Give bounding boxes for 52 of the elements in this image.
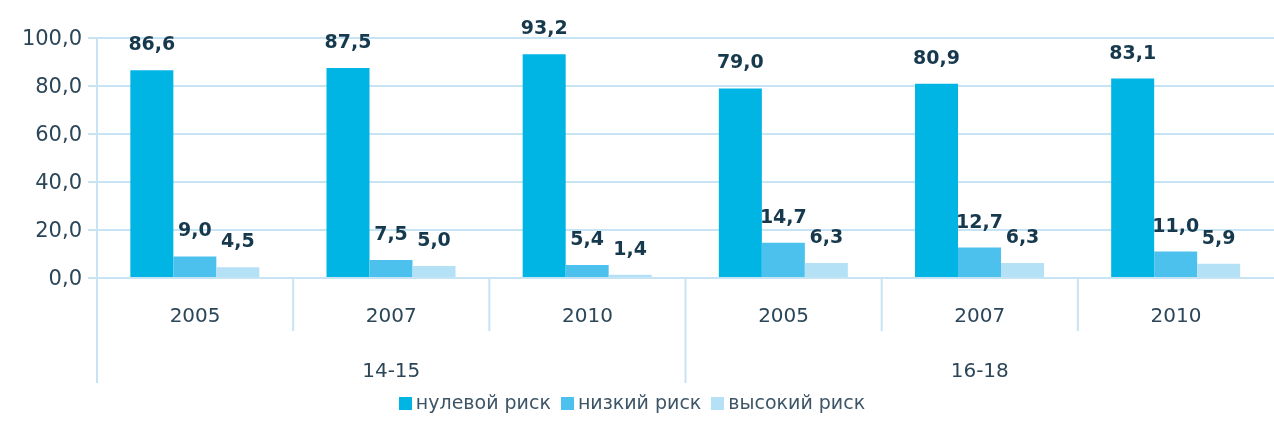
x-tick-label: 2010 <box>1150 303 1202 327</box>
x-tick-label: 2007 <box>365 303 417 327</box>
x-tick-label: 2007 <box>954 303 1006 327</box>
data-label: 80,9 <box>913 45 960 68</box>
bar <box>369 260 413 278</box>
text: 16-18 <box>950 358 1009 382</box>
data-label: 5,9 <box>1201 225 1236 248</box>
bar <box>718 88 762 278</box>
y-tick-label: 20,0 <box>35 218 82 243</box>
bar <box>326 68 370 278</box>
data-label: 11,0 <box>1152 213 1200 236</box>
data-label: 83,1 <box>1109 40 1157 63</box>
y-tick-label: 100,0 <box>21 26 82 51</box>
data-label: 14,7 <box>759 204 807 227</box>
data-label: 7,5 <box>374 222 408 244</box>
x-tick-label: 2010 <box>561 303 613 327</box>
data-label: 87,5 <box>324 30 372 52</box>
bar <box>412 266 456 278</box>
bar <box>1154 251 1198 278</box>
legend-label: низкий риск <box>577 391 702 413</box>
y-tick-label: 40,0 <box>35 170 82 195</box>
bar <box>761 242 805 278</box>
y-tick-label: 80,0 <box>35 74 82 99</box>
y-tick-label: 60,0 <box>35 122 82 147</box>
bar <box>216 267 260 278</box>
x-tick-label: 2005 <box>758 303 810 327</box>
data-label: 93,2 <box>520 16 568 39</box>
bar <box>1111 78 1155 278</box>
data-label: 6,3 <box>809 224 844 247</box>
data-label: 79,0 <box>716 50 764 73</box>
data-label: 1,4 <box>613 236 648 259</box>
x-tick-label: 2005 <box>169 303 221 327</box>
bar <box>915 83 959 278</box>
bar <box>522 54 566 278</box>
data-label: 4,5 <box>221 229 255 252</box>
data-label: 5,0 <box>417 228 451 250</box>
bar <box>565 265 609 278</box>
bar <box>804 262 848 278</box>
legend-label: нулевой риск <box>415 391 551 413</box>
y-tick-label: 0,0 <box>48 266 82 291</box>
data-label: 5,4 <box>570 227 605 250</box>
bar <box>1197 263 1241 278</box>
bar <box>173 256 217 278</box>
text: 14-15 <box>362 358 421 382</box>
data-label: 12,7 <box>956 209 1003 232</box>
data-label: 9,0 <box>178 218 212 241</box>
bar <box>1001 262 1045 278</box>
data-label: 86,6 <box>128 32 176 55</box>
bar <box>958 247 1002 278</box>
legend-label: высокий риск <box>728 391 866 413</box>
data-label: 6,3 <box>1005 224 1040 247</box>
bar <box>130 70 174 278</box>
